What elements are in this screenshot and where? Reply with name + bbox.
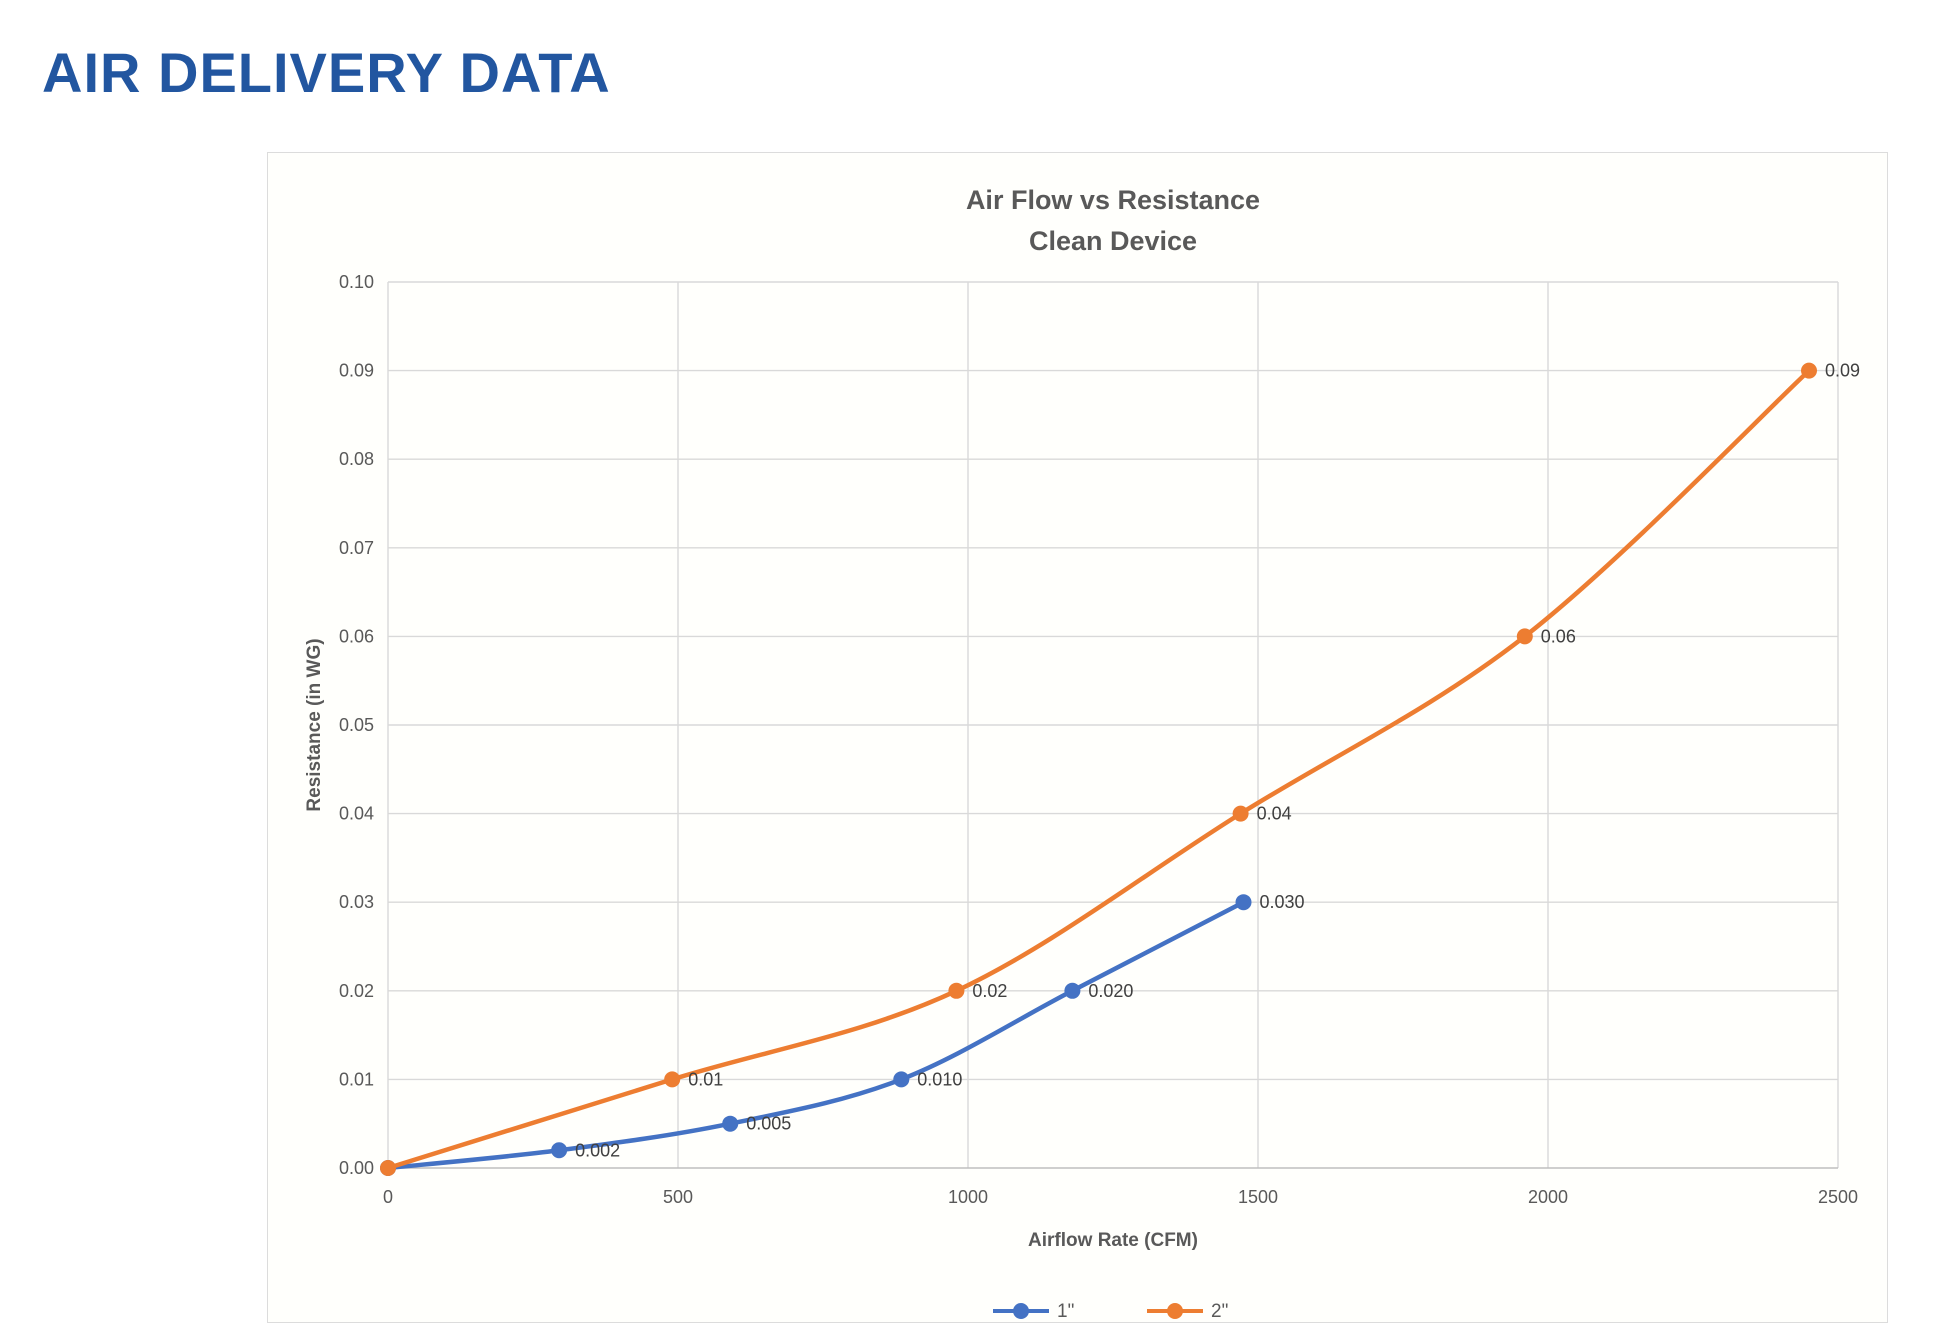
- data-point-label: 0.09: [1825, 361, 1860, 381]
- x-tick-label: 1500: [1238, 1187, 1278, 1207]
- chart-subtitle: Clean Device: [1029, 226, 1197, 256]
- data-point-label: 0.04: [1257, 804, 1292, 824]
- y-tick-label: 0.04: [339, 804, 374, 824]
- legend-label: 2": [1211, 1301, 1228, 1322]
- data-point-label: 0.02: [972, 981, 1007, 1001]
- y-tick-label: 0.05: [339, 715, 374, 735]
- data-point-label: 0.005: [746, 1114, 791, 1134]
- legend-marker: [1013, 1303, 1029, 1319]
- y-axis-title: Resistance (in WG): [304, 638, 325, 811]
- x-tick-label: 0: [383, 1187, 393, 1207]
- page-title: AIR DELIVERY DATA: [42, 41, 611, 104]
- y-tick-label: 0.02: [339, 981, 374, 1001]
- legend-label: 1": [1057, 1301, 1074, 1322]
- y-tick-label: 0.07: [339, 538, 374, 558]
- data-point-label: 0.020: [1088, 981, 1133, 1001]
- x-tick-label: 500: [663, 1187, 693, 1207]
- data-point-label: 0.06: [1541, 626, 1576, 646]
- y-tick-label: 0.03: [339, 892, 374, 912]
- data-point-marker: [722, 1115, 739, 1132]
- y-tick-label: 0.00: [339, 1158, 374, 1178]
- data-point-label: 0.01: [688, 1069, 723, 1089]
- data-point-label: 0.002: [575, 1140, 620, 1160]
- x-tick-label: 2000: [1528, 1187, 1568, 1207]
- chart-panel: 0.00 0.01 0.02 0.03 0.04 0.05 0.06 0.07 0.08 0.09…: [267, 152, 1888, 1323]
- data-point-marker: [1801, 362, 1817, 379]
- data-point-marker: [1232, 805, 1249, 822]
- x-tick-label: 1000: [948, 1187, 988, 1207]
- data-point-label: 0.010: [917, 1069, 962, 1089]
- series-line-2in: [385, 368, 1812, 1171]
- x-axis-title: Airflow Rate (CFM): [1028, 1230, 1198, 1251]
- chart-title: Air Flow vs Resistance: [966, 185, 1260, 215]
- y-tick-label: 0.08: [339, 449, 374, 469]
- x-tick-label: 2500: [1818, 1187, 1858, 1207]
- legend-marker: [1167, 1303, 1183, 1319]
- airflow-resistance-chart: 0.00 0.01 0.02 0.03 0.04 0.05 0.06 0.07 0.08 0.09…: [304, 185, 1860, 1322]
- series-line-1in: [385, 899, 1246, 1171]
- y-tick-label: 0.01: [339, 1069, 374, 1089]
- data-point-marker: [1516, 628, 1533, 645]
- data-point-marker: [1064, 982, 1081, 999]
- data-point-marker: [893, 1071, 910, 1088]
- y-tick-label: 0.09: [339, 361, 374, 381]
- y-tick-label: 0.10: [339, 272, 374, 292]
- y-tick-label: 0.06: [339, 626, 374, 646]
- data-point-marker: [664, 1071, 681, 1088]
- data-point-label: 0.030: [1260, 892, 1305, 912]
- data-point-marker: [948, 982, 965, 999]
- data-point-marker: [380, 1160, 396, 1176]
- data-point-marker: [551, 1142, 568, 1159]
- data-point-marker: [1235, 894, 1252, 911]
